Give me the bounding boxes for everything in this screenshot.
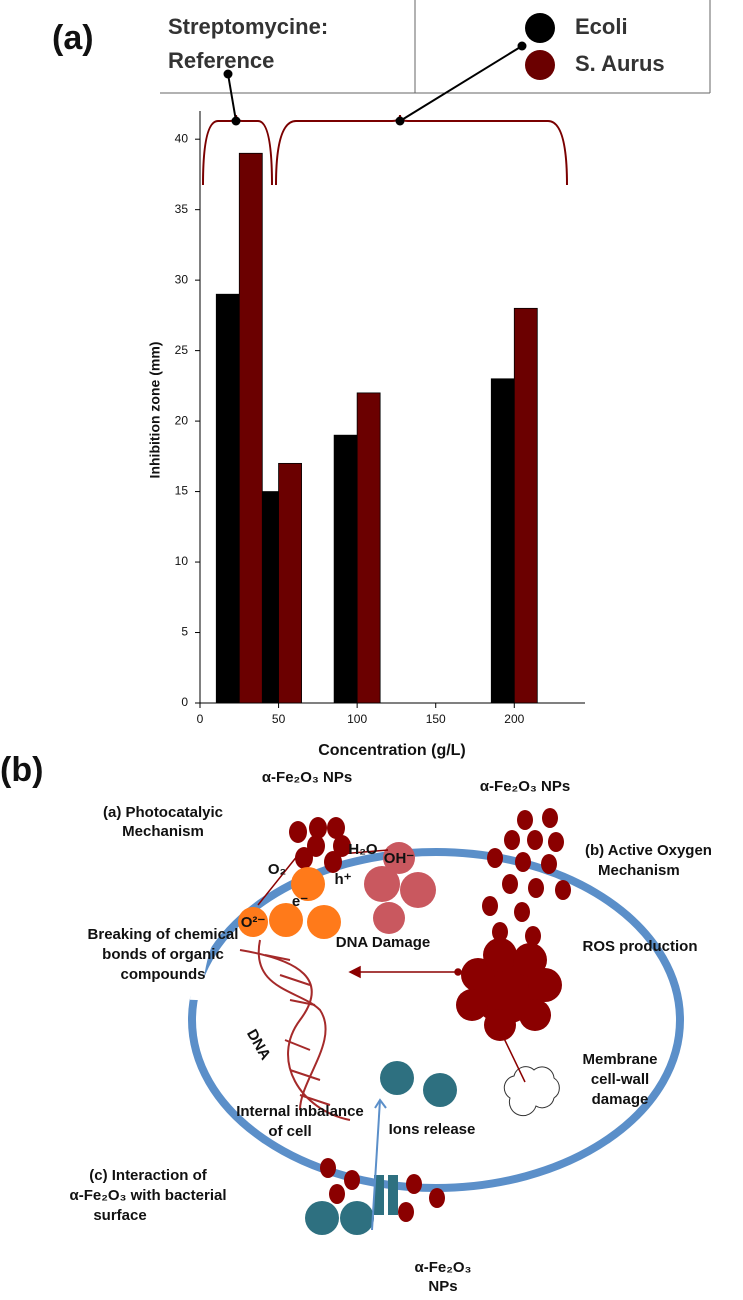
ion-channel: [374, 1175, 384, 1215]
y-tick-label: 10: [175, 554, 189, 568]
bar: [238, 152, 263, 704]
ions: [305, 1061, 457, 1235]
dna-helix: [239, 939, 351, 1121]
y-tick-label: 20: [175, 413, 189, 427]
np-cluster: [289, 808, 571, 1222]
chart-panel: (a) Streptomycine: Reference Inhibition …: [52, 0, 711, 759]
o2-radicals: [269, 867, 341, 939]
panel-label: (b): [0, 751, 43, 789]
label: (b) Active Oxygen: [585, 842, 712, 859]
annotation: Streptomycine:: [168, 14, 328, 39]
connector-dot: [517, 41, 527, 51]
cell-membrane: [188, 848, 684, 1192]
bar: [513, 307, 538, 704]
brace: [275, 114, 568, 186]
x-tick-label: 150: [426, 712, 446, 726]
y-tick-label: 25: [175, 343, 189, 357]
bar: [490, 378, 515, 704]
bar: [356, 392, 381, 704]
ion-channel: [388, 1175, 398, 1215]
y-tick-label: 30: [175, 272, 189, 286]
label: OH⁻: [384, 850, 415, 867]
oh-radicals: [364, 866, 436, 934]
bar: [278, 462, 302, 704]
y-tick-label: 15: [175, 484, 189, 498]
label: Ions release: [389, 1121, 476, 1138]
legend-swatch: [525, 13, 555, 43]
label: ROS production: [583, 938, 698, 955]
diagram-panel: (b): [0, 751, 712, 1295]
label: α-Fe₂O₃: [415, 1259, 472, 1276]
o2-radical: [238, 907, 268, 937]
legend-swatch: [525, 50, 555, 80]
y-axis-label: Inhibition zone (mm): [147, 342, 163, 479]
oh-radical: [383, 842, 415, 874]
bar: [333, 434, 358, 704]
x-tick-label: 50: [272, 712, 286, 726]
ros-cloud: [456, 938, 562, 1041]
annotation: Reference: [168, 48, 274, 73]
connector: [227, 73, 237, 122]
x-tick-label: 0: [197, 712, 204, 726]
label: H₂O: [348, 841, 377, 858]
label: cell-wall: [591, 1071, 649, 1088]
y-tick-label: 35: [175, 202, 189, 216]
label: NPs: [428, 1278, 457, 1295]
label: Mechanism: [598, 862, 680, 879]
panel-label: (a): [52, 19, 94, 57]
label: Membrane: [582, 1051, 657, 1068]
label: (c) Interaction of: [89, 1167, 208, 1184]
membrane-gap: [190, 854, 321, 1001]
connector-dot: [223, 69, 233, 79]
ion-arrows: [371, 1098, 387, 1231]
label: h⁺: [334, 871, 351, 888]
x-tick-label: 200: [504, 712, 524, 726]
label: compounds: [121, 966, 206, 983]
damage-cloud: [503, 1066, 560, 1117]
bar: [215, 293, 240, 704]
label: Mechanism: [122, 823, 204, 840]
label: bonds of organic: [102, 946, 224, 963]
label: α-Fe₂O₃ NPs: [262, 769, 352, 786]
brace: [202, 114, 273, 186]
x-axis-label: Concentration (g/L): [318, 742, 466, 759]
label: α-Fe₂O₃ with bacterial: [69, 1187, 226, 1204]
label: O²⁻: [241, 914, 266, 931]
y-tick-label: 0: [181, 695, 188, 709]
label: O₂: [268, 861, 286, 878]
label: (a) Photocatalyic: [103, 804, 223, 821]
label: Internal inbalance: [236, 1103, 364, 1120]
label: surface: [93, 1207, 146, 1224]
x-tick-label: 100: [347, 712, 367, 726]
legend-label: S. Aurus: [575, 51, 665, 76]
connector-dot: [231, 116, 241, 126]
legend-label: Ecoli: [575, 14, 628, 39]
label: of cell: [268, 1123, 311, 1140]
label: DNA: [243, 1026, 274, 1063]
y-tick-label: 40: [175, 131, 189, 145]
label: damage: [592, 1091, 649, 1108]
y-tick-label: 5: [181, 625, 188, 639]
label: α-Fe₂O₃ NPs: [480, 778, 570, 795]
arrows: [257, 849, 526, 1083]
label: Breaking of chemical: [88, 926, 239, 943]
connector-dot: [395, 116, 405, 126]
label: DNA Damage: [336, 934, 430, 951]
connector: [399, 45, 523, 122]
label: e⁻: [292, 893, 308, 910]
